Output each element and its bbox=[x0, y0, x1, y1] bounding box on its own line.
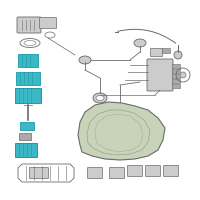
FancyBboxPatch shape bbox=[17, 17, 41, 33]
Ellipse shape bbox=[79, 56, 91, 64]
FancyBboxPatch shape bbox=[110, 168, 124, 178]
FancyBboxPatch shape bbox=[88, 168, 102, 178]
FancyBboxPatch shape bbox=[30, 168, 48, 178]
Circle shape bbox=[174, 51, 182, 59]
Bar bbox=[19, 133, 31, 140]
FancyBboxPatch shape bbox=[40, 18, 57, 28]
FancyBboxPatch shape bbox=[147, 59, 173, 91]
Bar bbox=[18, 54, 38, 67]
Bar bbox=[172, 74, 180, 78]
Bar bbox=[15, 143, 37, 157]
Bar bbox=[172, 84, 180, 88]
Bar bbox=[172, 79, 180, 83]
Circle shape bbox=[180, 72, 186, 78]
Bar bbox=[172, 64, 180, 68]
Bar bbox=[150, 48, 162, 56]
Ellipse shape bbox=[134, 39, 146, 47]
Bar bbox=[16, 72, 40, 85]
FancyBboxPatch shape bbox=[128, 166, 142, 176]
Ellipse shape bbox=[24, 40, 36, 46]
FancyBboxPatch shape bbox=[164, 166, 179, 176]
Bar bbox=[162, 48, 170, 53]
Ellipse shape bbox=[96, 96, 104, 100]
Bar bbox=[172, 69, 180, 73]
Bar bbox=[20, 122, 34, 130]
Ellipse shape bbox=[93, 93, 107, 103]
FancyBboxPatch shape bbox=[146, 166, 160, 176]
PathPatch shape bbox=[78, 102, 165, 160]
Bar bbox=[15, 88, 41, 103]
